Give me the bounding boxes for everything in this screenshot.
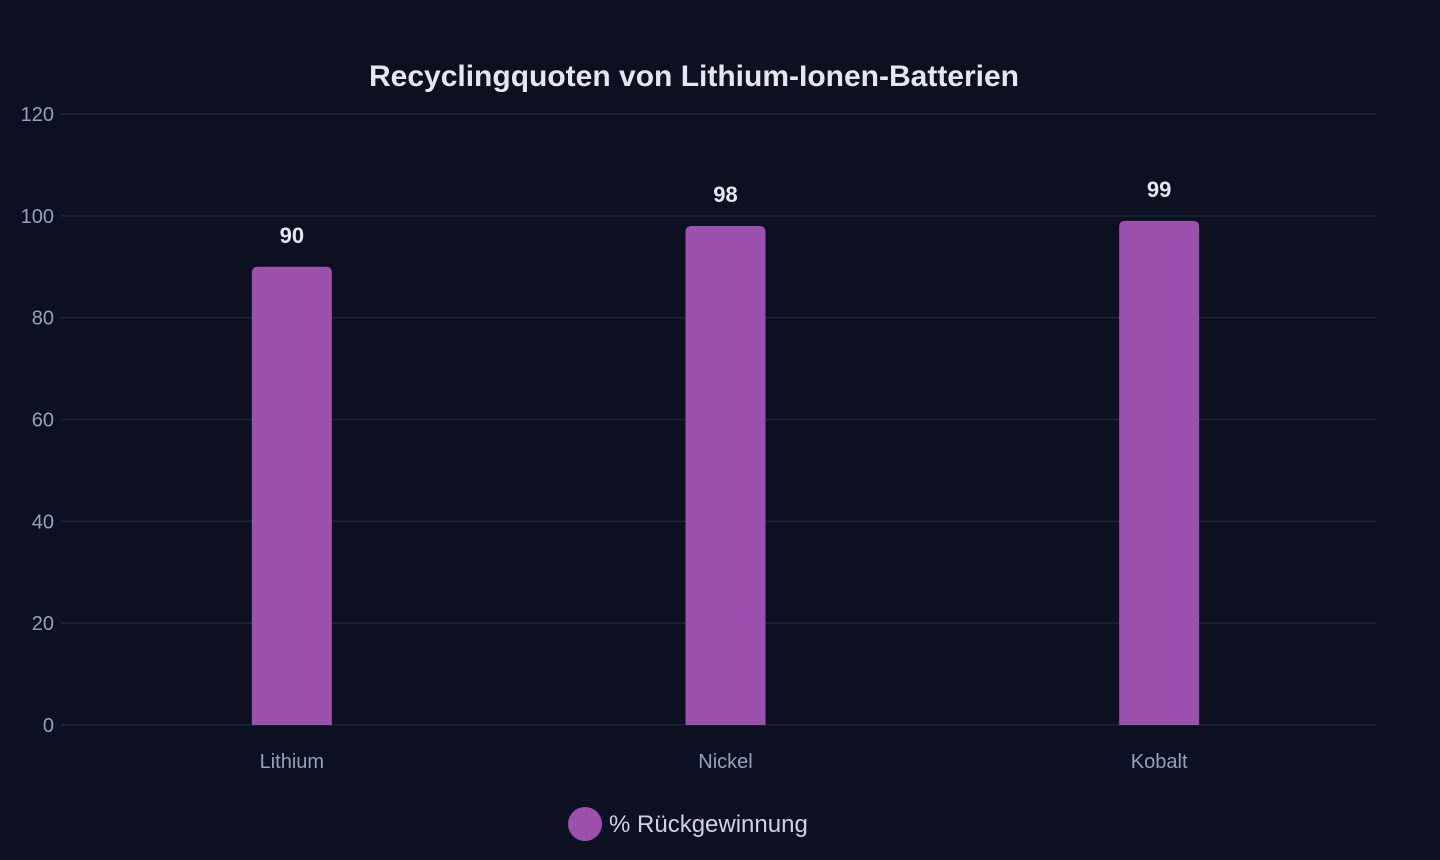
data-label-kobalt: 99	[1147, 177, 1171, 202]
bar-kobalt[interactable]	[1119, 220, 1200, 726]
chart-title: Recyclingquoten von Lithium-Ionen-Batter…	[369, 60, 1019, 93]
x-tick-label: Lithium	[260, 751, 324, 773]
y-tick-label: 40	[32, 511, 54, 533]
y-tick-label: 80	[32, 308, 54, 330]
y-tick-label: 120	[21, 104, 54, 126]
bar-nickel[interactable]	[685, 226, 766, 725]
y-axis: 0 20 40 60 80 100 120	[21, 104, 54, 737]
legend[interactable]: % Rückgewinnung	[568, 807, 808, 841]
legend-label: % Rückgewinnung	[609, 811, 808, 838]
bar-lithium[interactable]	[251, 266, 332, 725]
y-tick-label: 0	[43, 715, 54, 737]
x-axis: Lithium Nickel Kobalt	[260, 751, 1188, 773]
y-tick-label: 20	[32, 613, 54, 635]
y-tick-label: 60	[32, 410, 54, 432]
x-tick-label: Kobalt	[1131, 751, 1188, 773]
data-label-lithium: 90	[280, 223, 304, 248]
bars	[251, 220, 1200, 726]
data-labels: 90 98 99	[280, 177, 1172, 248]
legend-marker-icon	[568, 807, 602, 841]
x-tick-label: Nickel	[698, 751, 752, 773]
y-tick-label: 100	[21, 206, 54, 228]
data-label-nickel: 98	[713, 182, 737, 207]
